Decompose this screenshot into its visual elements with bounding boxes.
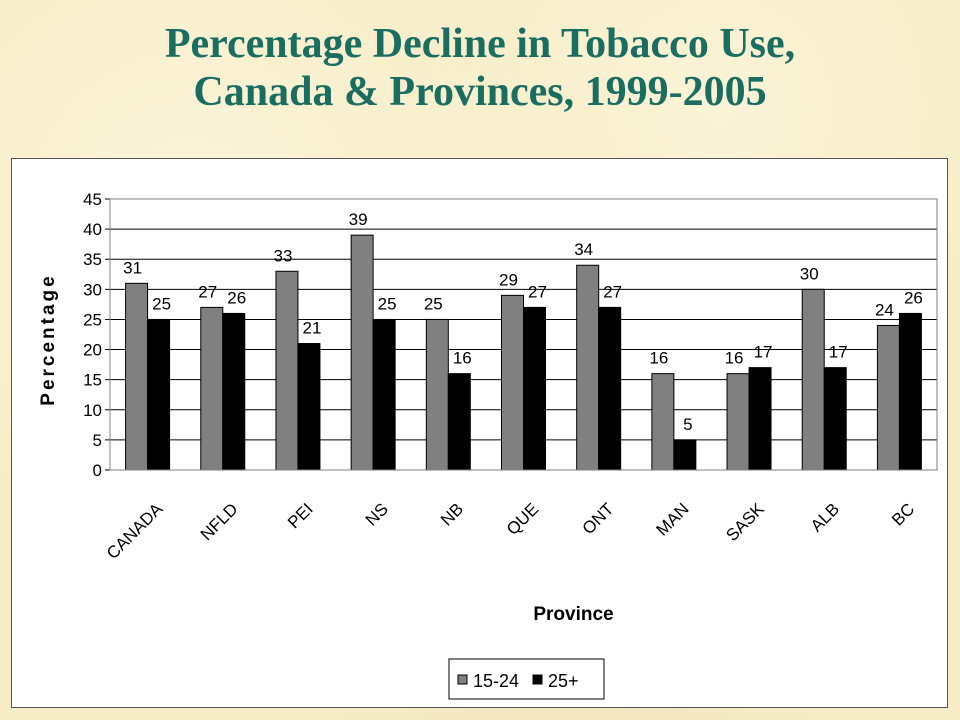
slide-title-line-1: Percentage Decline in Tobacco Use, — [164, 21, 796, 67]
bar-pei-25-plus — [297, 343, 321, 471]
bar-ns-25-plus — [372, 318, 396, 471]
x-tick-label-nfld: NFLD — [197, 499, 242, 544]
data-label: 16 — [453, 349, 472, 368]
x-tick-label-man: MAN — [653, 499, 693, 539]
x-tick-label-ont: ONT — [579, 499, 618, 538]
data-label: 16 — [725, 349, 744, 368]
bar-que-25-plus — [523, 306, 546, 471]
x-tick-label-sask: SASK — [722, 499, 768, 545]
x-tick-label-que: QUE — [503, 499, 542, 538]
y-tick-label: 10 — [83, 401, 102, 420]
y-tick-label: 45 — [83, 190, 102, 209]
bar-nfld-25-plus — [222, 312, 246, 471]
bar-ns-15-24 — [350, 234, 374, 471]
slide-title: Percentage Decline in Tobacco Use, Canad… — [0, 20, 960, 116]
y-tick-labels: 0 5 10 15 20 25 30 35 40 45 — [83, 190, 102, 480]
x-tick-labels: CANADA NFLD PEI NS NB QUE ONT MAN SASK ALB BC — [103, 499, 918, 563]
bar-bc-15-24 — [876, 324, 900, 471]
y-tick-label: 25 — [83, 310, 102, 329]
x-tick-label-nb: NB — [437, 499, 467, 529]
y-tick-label: 20 — [83, 341, 102, 360]
legend-swatch — [457, 674, 468, 685]
bar-nb-15-24 — [425, 318, 449, 471]
x-tick-label-alb: ALB — [807, 499, 843, 535]
legend-label: 25+ — [548, 671, 579, 691]
legend: 15-24 25+ — [448, 658, 605, 700]
data-label: 17 — [754, 343, 773, 362]
data-label: 25 — [424, 294, 443, 313]
bar-nb-25-plus — [447, 373, 471, 471]
bar-chart: 0 5 10 15 20 25 30 35 40 45 CANADA NFLD PEI NS NB QUE O… — [38, 190, 938, 700]
bar-pei-15-24 — [275, 270, 299, 471]
bar-bc-25-plus — [898, 312, 922, 471]
legend-label: 15-24 — [473, 671, 519, 691]
y-tick-label: 0 — [93, 461, 102, 480]
bar-que-15-24 — [501, 294, 524, 471]
x-tick-label-bc: BC — [888, 499, 918, 529]
bars — [125, 234, 922, 471]
bar-man-15-24 — [651, 373, 675, 471]
plot-area-border — [109, 198, 938, 471]
data-label: 5 — [683, 415, 692, 434]
bar-alb-15-24 — [801, 288, 825, 471]
data-labels: 31 25 27 26 33 21 39 25 25 16 29 27 34 27 16 5 16 17 30 17 2… — [123, 210, 923, 434]
bar-sask-15-24 — [726, 373, 750, 471]
x-tick-label-pei: PEI — [284, 499, 317, 532]
data-label: 26 — [904, 288, 923, 307]
data-label: 25 — [378, 294, 397, 313]
x-tick-label-ns: NS — [362, 499, 392, 529]
x-axis-title: Province — [533, 604, 613, 625]
data-label: 34 — [574, 240, 593, 259]
y-tick-label: 15 — [83, 371, 102, 390]
data-label: 30 — [800, 264, 819, 283]
data-label: 27 — [198, 282, 217, 301]
data-label: 17 — [829, 343, 848, 362]
data-label: 21 — [302, 319, 321, 338]
chart-frame: 0 5 10 15 20 25 30 35 40 45 CANADA NFLD PEI NS NB QUE O… — [11, 158, 948, 708]
x-tick-label-canada: CANADA — [103, 499, 167, 563]
slide-title-line-2: Canada & Provinces, 1999-2005 — [193, 69, 767, 115]
y-tick-label: 5 — [93, 431, 102, 450]
legend-swatch — [532, 674, 543, 685]
bar-sask-25-plus — [748, 367, 772, 471]
y-tick-label: 30 — [83, 280, 102, 299]
y-tick-label: 35 — [83, 250, 102, 269]
data-label: 29 — [499, 270, 518, 289]
data-label: 25 — [152, 294, 171, 313]
bar-canada-15-24 — [125, 282, 149, 471]
y-tick-label: 40 — [83, 220, 102, 239]
data-label: 27 — [603, 282, 622, 301]
y-axis-title: Percentage — [38, 273, 59, 405]
data-label: 33 — [273, 246, 292, 265]
bar-ont-15-24 — [576, 264, 600, 471]
bar-alb-25-plus — [823, 367, 847, 471]
bar-canada-25-plus — [147, 318, 171, 471]
data-label: 39 — [349, 210, 368, 229]
data-label: 16 — [649, 349, 668, 368]
bar-nfld-15-24 — [200, 306, 224, 471]
data-label: 26 — [227, 288, 246, 307]
legend-box — [448, 658, 605, 700]
data-label: 24 — [875, 300, 894, 319]
bar-ont-25-plus — [598, 306, 622, 471]
bar-man-25-plus — [673, 439, 697, 471]
data-label: 27 — [528, 282, 547, 301]
data-label: 31 — [123, 258, 142, 277]
